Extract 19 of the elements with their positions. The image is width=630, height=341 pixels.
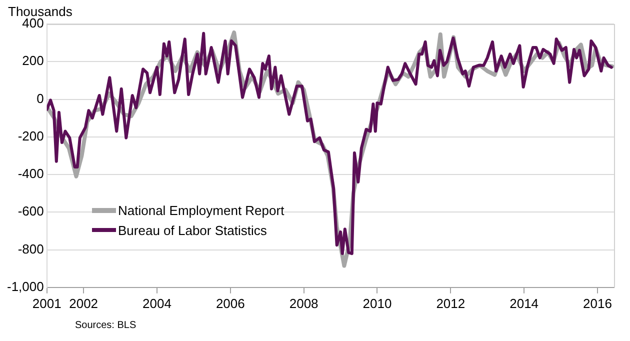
x-tick-label: 2016: [583, 296, 612, 311]
y-tick-label: -600: [18, 204, 44, 219]
x-tick-label: 2008: [289, 296, 318, 311]
x-tick-label: 2006: [216, 296, 245, 311]
x-tick-label: 2002: [69, 296, 98, 311]
y-tick-label: -200: [18, 128, 44, 144]
x-tick-label: 2010: [362, 296, 392, 311]
y-tick-label: 200: [22, 53, 44, 68]
x-tick-label: 2012: [436, 296, 466, 311]
legend-label: National Employment Report: [118, 202, 284, 218]
y-tick-label: 0: [36, 90, 44, 106]
x-tick-label: 2004: [142, 296, 172, 311]
x-tick-label: 2001: [32, 296, 62, 311]
y-tick-label: -400: [18, 166, 44, 182]
y-tick-label: -1,000: [6, 278, 44, 294]
y-tick-label: -800: [18, 241, 44, 256]
source-note: Sources: BLS: [75, 320, 136, 331]
legend-label: Bureau of Labor Statistics: [118, 222, 267, 238]
x-tick-label: 2014: [510, 296, 539, 311]
